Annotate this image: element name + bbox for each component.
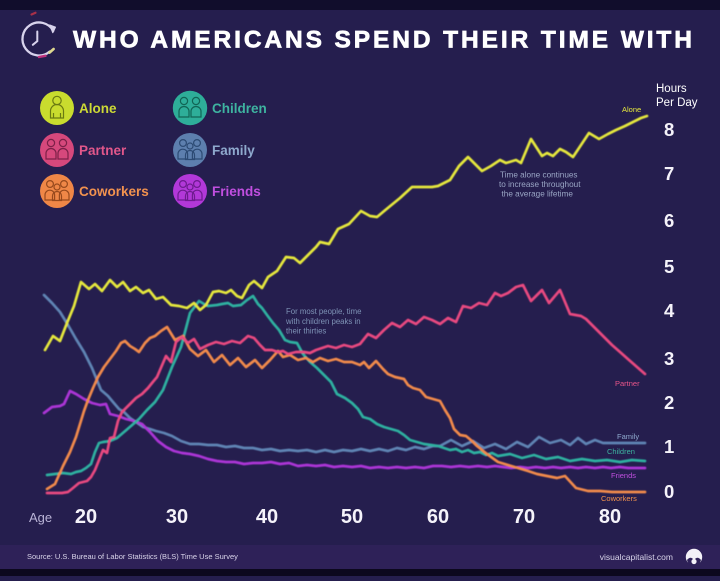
svg-text:Friends: Friends — [212, 184, 261, 199]
svg-text:50: 50 — [341, 506, 363, 528]
svg-text:0: 0 — [664, 481, 674, 502]
svg-text:Source: U.S. Bureau of Labor S: Source: U.S. Bureau of Labor Statistics … — [27, 552, 238, 561]
svg-text:5: 5 — [664, 256, 674, 277]
svg-text:Age: Age — [29, 510, 52, 525]
svg-text:30: 30 — [166, 506, 188, 528]
svg-text:Family: Family — [617, 432, 639, 441]
svg-text:1: 1 — [664, 436, 674, 457]
svg-text:to increase throughout: to increase throughout — [499, 180, 581, 189]
svg-text:20: 20 — [75, 506, 97, 528]
svg-text:8: 8 — [664, 119, 674, 140]
svg-text:Children: Children — [607, 447, 635, 456]
svg-text:WHO AMERICANS SPEND THEIR TIME: WHO AMERICANS SPEND THEIR TIME WITH — [73, 27, 695, 54]
svg-text:Alone: Alone — [622, 105, 641, 114]
svg-text:Alone: Alone — [79, 101, 117, 116]
svg-text:Coworkers: Coworkers — [601, 494, 637, 503]
svg-text:with children peaks in: with children peaks in — [285, 317, 361, 326]
svg-text:6: 6 — [664, 210, 674, 231]
svg-text:7: 7 — [664, 163, 674, 184]
svg-text:visualcapitalist.com: visualcapitalist.com — [600, 552, 673, 562]
svg-text:their thirties: their thirties — [286, 327, 326, 336]
svg-text:2: 2 — [664, 392, 674, 413]
svg-text:the average lifetime: the average lifetime — [502, 189, 574, 198]
svg-text:Per Day: Per Day — [656, 97, 698, 109]
svg-text:60: 60 — [427, 506, 449, 528]
svg-text:Hours: Hours — [656, 83, 687, 95]
svg-text:40: 40 — [256, 506, 278, 528]
svg-text:Partner: Partner — [615, 379, 640, 388]
svg-text:Time alone continues: Time alone continues — [500, 171, 578, 180]
svg-text:70: 70 — [513, 506, 535, 528]
svg-text:Children: Children — [212, 101, 267, 116]
svg-text:Coworkers: Coworkers — [79, 184, 149, 199]
svg-text:Friends: Friends — [611, 471, 636, 480]
svg-text:80: 80 — [599, 506, 621, 528]
svg-text:4: 4 — [664, 300, 675, 321]
svg-text:Family: Family — [212, 143, 255, 158]
svg-text:3: 3 — [664, 348, 674, 369]
svg-text:Partner: Partner — [79, 143, 127, 158]
svg-text:For most people, time: For most people, time — [286, 307, 361, 316]
